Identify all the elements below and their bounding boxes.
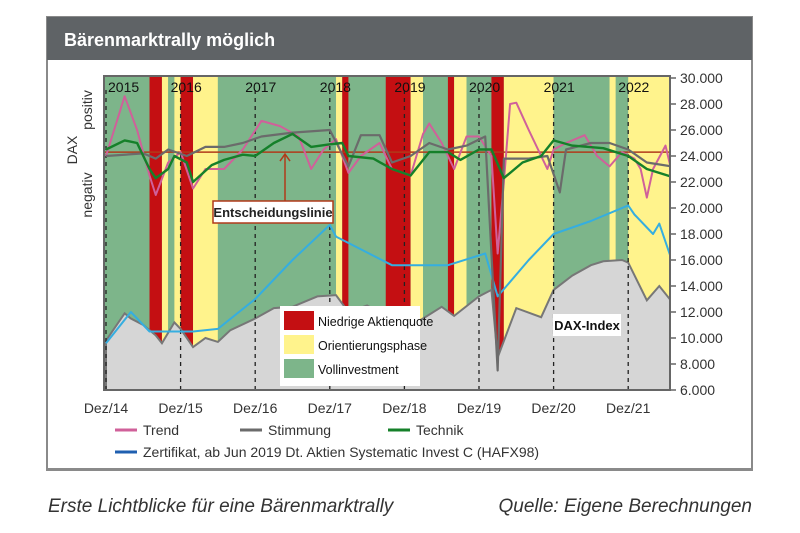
regime-band-yellow bbox=[161, 76, 169, 390]
chart-title: Bärenmarktrally möglich bbox=[64, 30, 275, 50]
year-label: 2015 bbox=[108, 79, 139, 95]
y-tick-label: 28.000 bbox=[680, 96, 723, 112]
legend-swatch-green bbox=[284, 359, 314, 378]
legend-label: Vollinvestment bbox=[318, 363, 399, 377]
x-tick-label: Dez/16 bbox=[233, 400, 278, 416]
legend-label-technik: Technik bbox=[416, 422, 464, 438]
x-tick-label: Dez/20 bbox=[531, 400, 576, 416]
decision-label: Entscheidungslinie bbox=[213, 205, 332, 220]
legend-label-zertifikat: Zertifikat, ab Jun 2019 Dt. Aktien Syste… bbox=[143, 444, 539, 460]
regime-band-red bbox=[447, 76, 455, 390]
axes: 30.000 28.000 26.000 24.000 22.000 20.000 18.0… bbox=[64, 70, 723, 416]
legend-label: Niedrige Aktienquote bbox=[318, 315, 433, 329]
legend-swatch-red bbox=[284, 311, 314, 330]
y-axis-label: positiv bbox=[79, 90, 95, 130]
y-tick-label: 18.000 bbox=[680, 226, 723, 242]
year-label: 2022 bbox=[618, 79, 649, 95]
y-tick-label: 6.000 bbox=[680, 382, 715, 398]
dax-label: DAX-Index bbox=[554, 318, 621, 333]
y-axis-label: DAX bbox=[64, 135, 80, 164]
y-tick-label: 10.000 bbox=[680, 330, 723, 346]
y-tick-label: 30.000 bbox=[680, 70, 723, 86]
decision-label-box bbox=[212, 200, 334, 224]
x-tick-label: Dez/18 bbox=[382, 400, 427, 416]
regime-band-red bbox=[149, 76, 162, 390]
regime-band-red bbox=[342, 76, 349, 390]
legend-swatch-yellow bbox=[284, 335, 314, 354]
y-tick-label: 20.000 bbox=[680, 200, 723, 216]
regime-band-yellow bbox=[609, 76, 616, 390]
x-tick-label: Dez/15 bbox=[158, 400, 203, 416]
y-tick-label: 24.000 bbox=[680, 148, 723, 164]
y-axis-label: negativ bbox=[79, 172, 95, 217]
caption-left: Erste Lichtblicke für eine Bärenmarktral… bbox=[48, 496, 395, 517]
x-tick-label: Dez/14 bbox=[84, 400, 129, 416]
regime-band-green bbox=[168, 76, 175, 390]
y-tick-label: 16.000 bbox=[680, 252, 723, 268]
y-tick-label: 22.000 bbox=[680, 174, 723, 190]
regime-band-yellow bbox=[336, 76, 343, 390]
year-label: 2021 bbox=[544, 79, 575, 95]
header-bar bbox=[47, 17, 752, 60]
series-line-stimmung bbox=[105, 128, 670, 372]
legend-label-stimmung: Stimmung bbox=[268, 422, 331, 438]
y-tick-label: 12.000 bbox=[680, 304, 723, 320]
year-label: 2018 bbox=[320, 79, 351, 95]
series-line-technik bbox=[105, 132, 670, 184]
regime-band-yellow bbox=[174, 76, 181, 390]
year-label: 2019 bbox=[394, 79, 425, 95]
y-tick-label: 8.000 bbox=[680, 356, 715, 372]
x-tick-label: Dez/17 bbox=[308, 400, 353, 416]
x-tick-label: Dez/19 bbox=[457, 400, 502, 416]
year-label: 2017 bbox=[245, 79, 276, 95]
caption-right: Quelle: Eigene Berechnungen bbox=[498, 496, 752, 517]
series-line-zertifikat bbox=[105, 204, 670, 344]
year-label: 2020 bbox=[469, 79, 500, 95]
y-tick-label: 26.000 bbox=[680, 122, 723, 138]
legend: Trend Stimmung Technik Zertifikat, ab Jun 2… bbox=[47, 422, 752, 470]
dax-label-box bbox=[553, 314, 621, 336]
legend-label-trend: Trend bbox=[143, 422, 179, 438]
y-tick-label: 14.000 bbox=[680, 278, 723, 294]
x-tick-label: Dez/21 bbox=[606, 400, 651, 416]
year-label: 2016 bbox=[171, 79, 202, 95]
legend-label: Orientierungsphase bbox=[318, 339, 427, 353]
arrow-head-icon bbox=[279, 152, 291, 162]
plot-area: 2015 2016 2017 2018 2019 2020 2021 2022 Entschei… bbox=[103, 75, 671, 391]
